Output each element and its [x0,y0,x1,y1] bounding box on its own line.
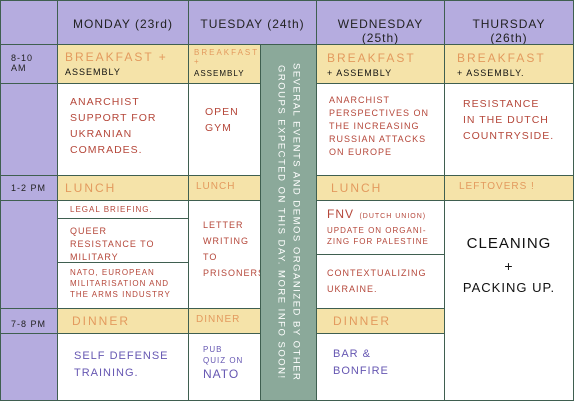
meal: DINNER [316,308,445,334]
cell: BREAKFAST + ASSEMBLY. [444,44,574,84]
cell: BREAKFAST + ASSEMBLY [57,44,189,84]
time-label: 1-2 PM [11,183,47,193]
meal: DINNER [57,308,189,334]
cell: CLEANING + PACKING UP. [444,200,574,401]
row-line [0,200,57,201]
event-title: FNV [327,207,354,221]
notice-strip: SEVERAL EVENTS AND DEMOS ORGANIZED BY OT… [260,44,317,401]
time-label: 7-8 PM [11,319,47,329]
event: ANARCHIST PERSPECTIVES ON THE INCREASING… [316,83,445,176]
meal: BREAKFAST [457,51,546,65]
event: NATO [203,367,240,381]
event: QUEER RESISTANCE TO MILITARY PINKWASHING… [57,218,189,275]
event: NATO, EUROPEAN MILITARISATION AND THE AR… [57,262,189,309]
meal: LEFTOVERS ! [444,175,574,201]
meal: BREAKFAST + [65,50,168,64]
notice: SEVERAL EVENTS AND DEMOS ORGANIZED BY OT… [275,63,302,382]
meal: LUNCH [188,175,261,201]
event: OPEN GYM [188,83,261,176]
row-line [0,44,57,45]
event: UPDATE ON ORGANI-ZING FOR PALESTINE [327,226,429,246]
row-line [0,175,57,176]
meal: LUNCH [316,175,445,201]
meal: LUNCH [57,175,189,201]
day-header: THURSDAY (26th) [444,0,574,45]
day-header: WEDNESDAY (25th) [316,0,445,45]
event: BAR & BONFIRE [316,333,445,401]
cell: BREAKFAST + ASSEMBLY [316,44,445,84]
event: SELF DEFENSE TRAINING. [57,333,189,401]
time-label: 8-10 AM [11,53,34,73]
event: RESISTANCE IN THE DUTCH COUNTRYSIDE. [444,83,574,176]
event: + ASSEMBLY [327,68,393,78]
meal: BREAKFAST + [194,48,259,66]
event: PUB QUIZ ON [203,345,244,365]
event: PACKING UP. [462,280,556,295]
day-header: TUESDAY (24th) [188,0,317,45]
event: LEGAL BRIEFING. [57,200,189,219]
cell: PUB QUIZ ON NATO [188,333,261,401]
cell: FNV (DUTCH UNION) UPDATE ON ORGANI-ZING … [316,200,445,255]
event: ASSEMBLY [65,67,121,77]
row-line [0,333,57,334]
row-line [0,83,57,84]
day-header: MONDAY (23rd) [57,0,189,45]
event: LETTER WRITING TO PRISONERS [188,200,264,309]
event: ASSEMBLY [194,69,245,78]
event: + ASSEMBLY. [457,68,525,78]
event: ANARCHIST SUPPORT FOR UKRANIAN COMRADES. [57,83,189,176]
row-line [0,308,57,309]
meal: DINNER [188,308,261,334]
event: + [504,258,514,274]
meal: BREAKFAST [327,51,416,65]
event-text: BAR & BONFIRE [333,348,389,377]
event: CLEANING [466,235,552,252]
cell: BREAKFAST + ASSEMBLY [188,44,261,84]
event: CONTEXTUALIZING UKRAINE. [316,254,445,309]
event-note: (DUTCH UNION) [359,213,427,220]
